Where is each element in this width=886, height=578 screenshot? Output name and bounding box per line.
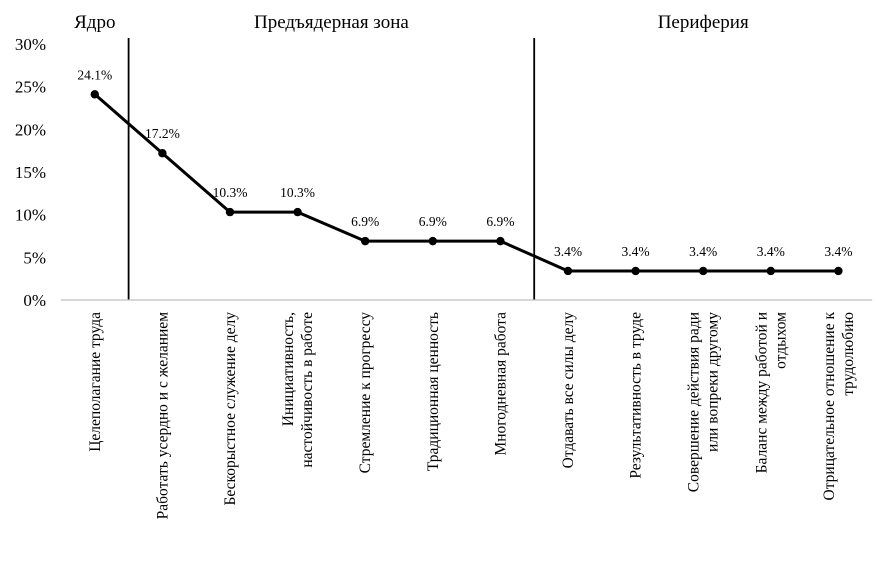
category-label-line: Стремление к прогрессу: [357, 312, 374, 474]
y-tick-label: 10%: [15, 206, 46, 225]
data-point: [428, 236, 437, 246]
data-label: 10.3%: [280, 185, 315, 200]
category-label-line: Результативность в труде: [628, 312, 645, 479]
data-label: 17.2%: [145, 126, 180, 141]
category-label: Стремление к прогрессу: [357, 312, 374, 474]
category-label-line: трудолюбию: [840, 312, 857, 396]
category-label: Баланс между работой и отдыхом: [753, 312, 789, 474]
category-label-line: Совершение действия ради: [686, 312, 703, 492]
data-label: 3.4%: [622, 244, 650, 259]
category-label-line: Баланс между работой и: [753, 312, 770, 473]
category-label-line: Инициативность,: [280, 312, 297, 426]
series-line: [93, 93, 839, 273]
category-label: Многодневная работа: [492, 312, 509, 456]
data-point: [631, 266, 640, 276]
category-label-line: Традиционная ценность: [425, 312, 442, 471]
data-point: [699, 266, 708, 276]
category-label-line: Многодневная работа: [492, 312, 509, 456]
data-label: 3.4%: [554, 244, 582, 259]
y-tick-label: 0%: [23, 291, 46, 310]
data-point: [225, 207, 235, 217]
y-tick-label: 30%: [15, 35, 46, 54]
data-label: 3.4%: [824, 244, 852, 259]
y-tick-label: 15%: [15, 163, 46, 182]
data-label: 10.3%: [213, 185, 248, 200]
series-layer: [90, 90, 843, 276]
category-label: Совершение действия ради или вопреки друг…: [686, 312, 722, 492]
y-tick-label: 20%: [15, 120, 46, 139]
category-label: Результативность в труде: [628, 312, 645, 479]
axis-layer: 0% 5% 10% 15% 20% 25% 30%: [15, 35, 873, 310]
data-point: [563, 266, 573, 276]
category-label: Отрицательное отношение к трудолюбию: [821, 312, 857, 501]
category-label-line: настойчивость в работе: [299, 312, 316, 468]
data-point: [361, 236, 370, 246]
data-label: 3.4%: [689, 244, 717, 259]
category-label-line: Отдавать все силы делу: [560, 312, 577, 469]
category-label-line: Работать усердно и с желанием: [154, 312, 171, 520]
category-label: Отдавать все силы делу: [560, 312, 577, 469]
category-label-line: Бескорыстное служение делу: [222, 312, 239, 506]
data-point: [158, 149, 167, 158]
data-point: [293, 207, 302, 217]
data-label: 24.1%: [77, 67, 112, 82]
category-label: Бескорыстное служение делу: [222, 312, 239, 506]
category-label: Работать усердно и с желанием: [154, 312, 171, 520]
y-tick-label: 5%: [23, 248, 46, 267]
zone-layer: Ядро Предъядерная зона Периферия: [74, 12, 749, 300]
data-label: 6.9%: [351, 214, 379, 229]
y-tick-label: 25%: [15, 78, 46, 97]
category-label-line: Отрицательное отношение к: [821, 312, 838, 501]
data-label: 6.9%: [486, 214, 514, 229]
data-label: 6.9%: [419, 214, 447, 229]
data-point: [496, 236, 505, 246]
category-label-line: отдыхом: [772, 312, 789, 369]
category-label: Традиционная ценность: [425, 312, 442, 471]
label-layer: 24.1% 17.2% 10.3% 10.3% 6.9% 6.9% 6.9% 3.4% 3.4%…: [77, 67, 857, 519]
data-label: 3.4%: [757, 244, 785, 259]
data-point: [90, 90, 100, 99]
category-label-line: или вопреки другому: [705, 312, 722, 452]
zone-label: Ядро: [74, 12, 115, 33]
zone-label: Периферия: [658, 12, 749, 33]
category-label: Инициативность, настойчивость в работе: [280, 312, 316, 468]
category-label: Целеполагание труда: [87, 312, 104, 452]
zone-label: Предъядерная зона: [254, 12, 409, 33]
data-point: [766, 266, 775, 276]
data-point: [834, 266, 843, 276]
category-label-line: Целеполагание труда: [87, 312, 104, 452]
